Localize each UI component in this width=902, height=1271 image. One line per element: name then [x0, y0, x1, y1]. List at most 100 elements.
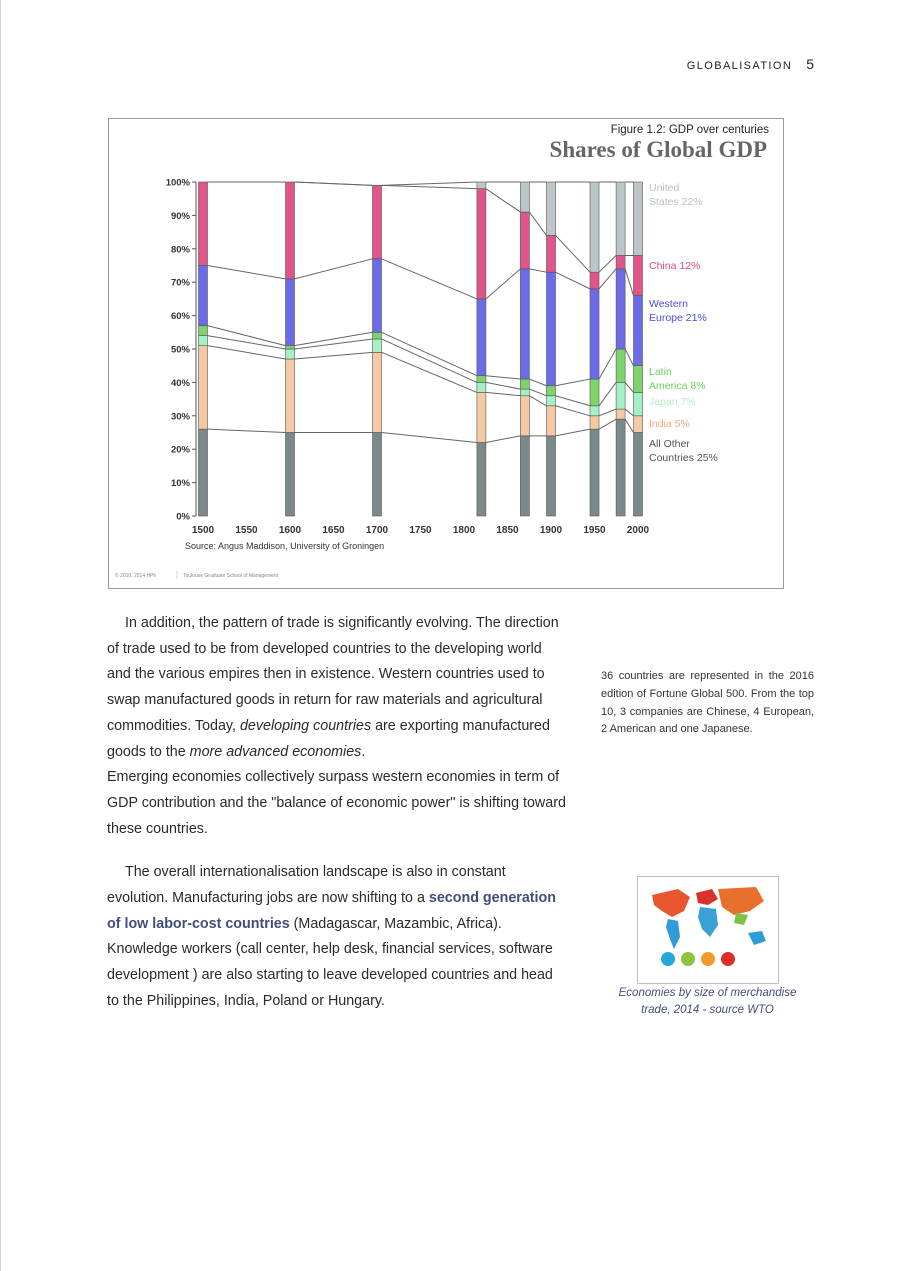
bar-segment [198, 335, 208, 346]
bar-segment [589, 181, 600, 273]
world-map-image [638, 877, 778, 983]
bar-segment [372, 432, 382, 517]
bar-segment [285, 358, 295, 433]
boundary-line [207, 345, 634, 417]
legend-label: States 22% [649, 196, 703, 208]
x-tick-label: 1800 [453, 525, 476, 536]
paragraph-text: . [361, 743, 366, 760]
x-tick-label: 1700 [366, 525, 389, 536]
y-tick-label: 20% [171, 445, 191, 456]
bar-segment [633, 432, 643, 517]
figure-credit-school: Toulouse Graduate School of Management [183, 573, 279, 579]
x-tick-label: 1550 [235, 525, 258, 536]
bar-segment [546, 435, 556, 517]
bar-segment [633, 415, 643, 433]
trade-map-thumbnail [637, 876, 779, 984]
bar-segment [520, 211, 530, 270]
sidenote-fortune-500: 36 countries are represented in the 2016… [601, 670, 814, 736]
bar-segment [633, 295, 643, 366]
figure-label: Figure 1.2: GDP over centuries [611, 124, 770, 136]
running-head: GLOBALISATION 5 [687, 56, 814, 72]
paragraph-text: The overall internationalisation landsca… [107, 864, 506, 907]
bar-segment [546, 395, 556, 407]
bar-segment [546, 385, 556, 397]
body-paragraphs: In addition, the pattern of trade is sig… [107, 611, 567, 1015]
bar-segment [589, 405, 600, 417]
bar-segment [615, 268, 626, 350]
bar-segment [372, 185, 382, 260]
bar-segment [546, 235, 556, 273]
bar-segment [615, 255, 626, 270]
bar-segment [372, 258, 382, 333]
y-tick-label: 0% [176, 512, 190, 523]
legend-label: America 8% [649, 380, 706, 392]
paragraph-internationalisation: The overall internationalisation landsca… [107, 860, 567, 1014]
bar-segment [615, 181, 626, 256]
bar-segment [520, 395, 530, 437]
emphasis-developing-countries: developing countries [239, 717, 372, 734]
bar-segment [198, 345, 208, 430]
boundary-line [207, 181, 634, 273]
bar-segment [476, 181, 487, 189]
bar-segment [198, 428, 208, 517]
bar-segment [520, 268, 530, 380]
bar-segment [633, 255, 643, 296]
bar-segment [520, 378, 530, 390]
y-tick-label: 70% [171, 278, 191, 289]
chart-source: Source: Angus Maddison, University of Gr… [185, 541, 384, 551]
bar-segment [372, 352, 382, 433]
page-number: 5 [806, 56, 814, 72]
paragraph-text: are exporting manufactured goods to the [107, 717, 550, 760]
bar-segment [520, 435, 530, 517]
section-title: GLOBALISATION [686, 60, 793, 72]
paragraph-trade-pattern: In addition, the pattern of trade is sig… [107, 611, 567, 765]
bar-segment [198, 325, 208, 336]
figure-credit: © 2010, 2014 HPh [115, 572, 156, 579]
bar-segment [589, 378, 600, 407]
bar-segment [520, 388, 530, 397]
x-tick-label: 1750 [409, 525, 432, 536]
gdp-figure: 0% 10% 20% 30% 40% 50% 60% 70% 80% 90% 100% 1500 155… [108, 118, 784, 589]
boundary-line [207, 418, 634, 444]
bar-segment [476, 392, 487, 443]
bar-segment [633, 392, 643, 417]
bar-segment [546, 405, 556, 437]
emphasis-advanced-economies: more advanced economies [189, 743, 362, 760]
paragraph-text: (Madagascar, Mazambic, Africa). Knowledg… [107, 915, 553, 1009]
y-tick-label: 50% [171, 345, 191, 356]
bar-segment [372, 338, 382, 353]
legend-label: India 5% [649, 418, 690, 430]
boundary-line [207, 258, 634, 300]
bar-segment [198, 265, 208, 326]
bar-segment [589, 428, 600, 517]
y-tick-label: 90% [171, 211, 191, 222]
bar-segment [476, 382, 487, 393]
legend-label: Japan 7% [649, 396, 696, 408]
bar-segment [520, 181, 530, 213]
y-tick-label: 30% [171, 411, 191, 422]
chart-title: Shares of Global GDP [550, 137, 767, 162]
boundary-line [207, 335, 634, 407]
bar-segment [285, 348, 295, 360]
bar-segment [615, 408, 626, 420]
bar-segment [546, 271, 556, 387]
paragraph-emerging-economies: Emerging economies collectively surpass … [107, 769, 566, 837]
boundary-line [207, 325, 634, 387]
bar-segment [372, 332, 382, 340]
bar-segment [589, 415, 600, 430]
x-tick-label: 1650 [322, 525, 345, 536]
boundary-line [207, 181, 634, 186]
legend-label: Western [649, 298, 688, 310]
y-tick-label: 80% [171, 244, 191, 255]
y-tick-label: 40% [171, 378, 191, 389]
legend-label: China 12% [649, 260, 700, 272]
bar-segment [285, 278, 295, 346]
x-tick-label: 1950 [583, 525, 606, 536]
legend-label: All Other [649, 438, 690, 450]
bar-segment [615, 348, 626, 383]
legend-label: Countries 25% [649, 452, 718, 464]
bar-segment [589, 271, 600, 290]
bar-segment [589, 288, 600, 380]
legend-label: Latin [649, 366, 672, 378]
x-tick-label: 1900 [540, 525, 563, 536]
